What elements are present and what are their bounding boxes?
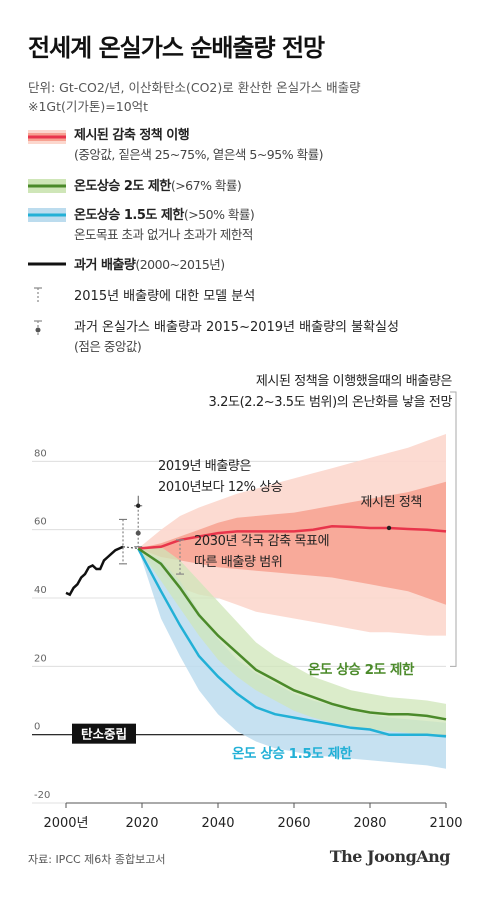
annotation-onefive-label: 온도 상승 1.5도 제한 (232, 746, 353, 762)
y-tick-label: 60 (34, 517, 47, 528)
legend-label-uncert: 과거 온실가스 배출량과 2015~2019년 배출량의 불확실성 (74, 320, 399, 335)
x-tick-label: 2060 (277, 816, 310, 831)
publisher-logo: The JoongAng (329, 847, 451, 866)
legend-label-policy: 제시된 감축 정책 이행 (74, 128, 190, 143)
marks (119, 391, 457, 667)
legend-label-two: 온도상승 2도 제한 (74, 179, 171, 194)
x-tick-label: 2020 (125, 816, 158, 831)
legend-label-model: 2015년 배출량에 대한 모델 분석 (74, 289, 256, 304)
netzero-badge (72, 723, 136, 744)
two-line (137, 547, 447, 721)
policy-label-dot (386, 525, 392, 531)
annotation-two-label: 온도 상승 2도 제한 (308, 662, 415, 678)
two-swatch-icon (28, 179, 66, 193)
past-connector (122, 546, 139, 550)
legend-note2-onefive: 온도목표 초과 없거나 초과가 제한적 (74, 227, 253, 242)
annotation-top-line1: 제시된 정책을 이행했을때의 배출량은 (256, 373, 453, 389)
onefive-line (137, 547, 447, 738)
legend-note-two: (>67% 확률) (170, 178, 242, 193)
y-tick-label: 80 (34, 448, 47, 459)
x-tick-label: 2080 (353, 816, 386, 831)
annotation-ndc-line1: 2030년 각국 감축 목표에 (194, 534, 329, 549)
policy-line (138, 525, 447, 550)
annotation-2019-line2: 2010년보다 12% 상승 (158, 480, 283, 495)
y-tick-label: 0 (34, 722, 40, 733)
legend-label-onefive: 온도상승 1.5도 제한 (74, 208, 184, 223)
policy-swatch-icon (28, 130, 66, 144)
page-title: 전세계 온실가스 순배출량 전망 (28, 34, 325, 62)
unit-line: 단위: Gt-CO2/년, 이산화탄소(CO2)로 환산한 온실가스 배출량 (28, 80, 361, 95)
subtitle: 단위: Gt-CO2/년, 이산화탄소(CO2)로 환산한 온실가스 배출량 ※… (28, 78, 361, 116)
uncertainty-range-median-dot (135, 530, 141, 536)
source-note: 자료: IPCC 제6차 종합보고서 (28, 853, 166, 866)
y-tick-label: 20 (34, 653, 47, 664)
onefive-swatch-icon (28, 208, 66, 222)
x-tick-label: 2000년 (43, 816, 88, 831)
legend-note-policy: (중앙값, 짙은색 25~75%, 옅은색 5~95% 확률) (74, 147, 323, 162)
annotation-2019-line1: 2019년 배출량은 (158, 459, 251, 474)
legend-note-past: (2000~2015년) (135, 257, 225, 272)
model-range-icon (34, 287, 42, 303)
uncertainty-range-icon (34, 320, 42, 336)
past-line (65, 545, 124, 597)
lines (65, 525, 447, 738)
legend-note-onefive: (>50% 확률) (183, 207, 255, 222)
annotation-ndc-line2: 따른 배출량 범위 (194, 555, 282, 570)
x-tick-label: 2040 (201, 816, 234, 831)
annotations: 제시된 정책을 이행했을때의 배출량은 3.2도(2.2~3.5도 범위)의 온난… (72, 373, 453, 762)
y-tick-label: 40 (34, 585, 47, 596)
legend-note-uncert: (점은 중앙값) (74, 339, 142, 354)
past-swatch-icon (28, 262, 66, 266)
axis: 80 60 40 20 0 -20 2000년 2020 2040 2060 2080 2100 (34, 448, 463, 831)
annotation-policy-label: 제시된 정책 (360, 495, 422, 510)
policy-range-bracket (450, 391, 457, 667)
x-tick-label: 2100 (429, 816, 462, 831)
y-tick-label: -20 (34, 790, 50, 801)
legend-label-past: 과거 배출량 (74, 258, 136, 273)
note-line: ※1Gt(기가톤)=10억t (28, 99, 149, 114)
annotation-top-line2: 3.2도(2.2~3.5도 범위)의 온난화를 낳을 전망 (209, 395, 453, 410)
policy-dark-band (138, 481, 446, 605)
netzero-label: 탄소중립 (81, 727, 127, 742)
